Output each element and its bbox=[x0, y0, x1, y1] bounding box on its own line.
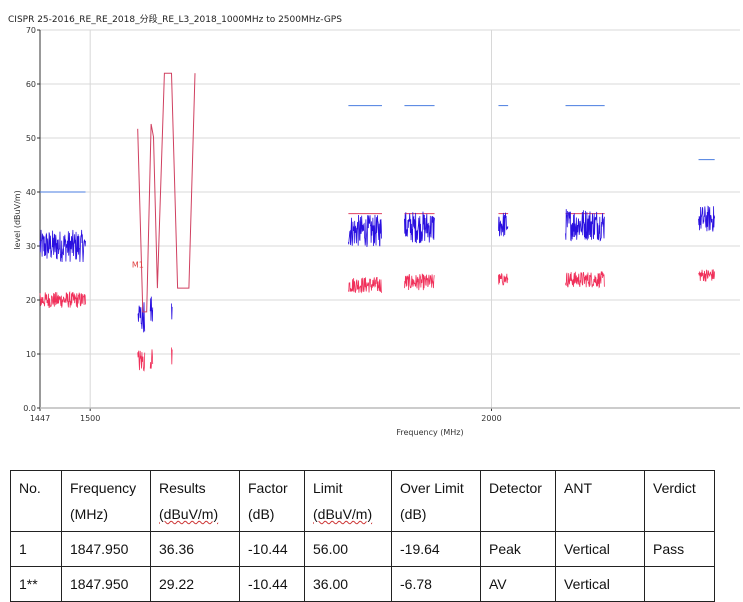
header-unit: (dBuV/m) bbox=[313, 506, 373, 522]
marker-label: M1 bbox=[132, 261, 144, 270]
y-tick-label: 20 bbox=[26, 296, 36, 305]
average-trace bbox=[565, 271, 605, 289]
table-header-row: No. Frequency (MHz) Results (dBuV/m) Facto… bbox=[10, 470, 715, 532]
cell-results: 29.22 bbox=[150, 566, 240, 602]
header-unit: (dB) bbox=[400, 506, 427, 522]
cell-factor: -10.44 bbox=[239, 531, 305, 567]
cell-over-limit: -6.78 bbox=[391, 566, 481, 602]
gps-average-trace bbox=[171, 347, 173, 365]
results-table: No. Frequency (MHz) Results (dBuV/m) Facto… bbox=[10, 470, 715, 602]
cell-limit: 36.00 bbox=[304, 566, 392, 602]
y-tick-label: 10 bbox=[26, 350, 36, 359]
gps-limit-mask bbox=[137, 72, 196, 313]
cell-factor: -10.44 bbox=[239, 566, 305, 602]
cell-results: 36.36 bbox=[150, 531, 240, 567]
average-trace bbox=[347, 276, 383, 294]
header-label: Limit bbox=[313, 480, 343, 496]
header-unit: (MHz) bbox=[70, 506, 109, 522]
chart-title: CISPR 25-2016_RE_RE_2018_分段_RE_L3_2018_1… bbox=[8, 15, 342, 25]
peak-trace bbox=[404, 211, 435, 244]
peak-trace bbox=[498, 212, 509, 237]
gps-average-trace bbox=[149, 349, 154, 369]
header-no: No. bbox=[10, 470, 62, 532]
header-unit: (dBuV/m) bbox=[159, 506, 219, 522]
gps-average-trace bbox=[137, 350, 146, 372]
y-tick-label: 50 bbox=[26, 134, 36, 143]
cell-over-limit: -19.64 bbox=[391, 531, 481, 567]
x-tick-label: 1500 bbox=[80, 414, 100, 423]
average-trace bbox=[404, 273, 435, 291]
header-label: Detector bbox=[489, 480, 542, 496]
y-tick-label: 0.0 bbox=[23, 404, 36, 413]
peak-trace bbox=[347, 214, 383, 247]
cell-no: 1 bbox=[10, 531, 62, 567]
x-tick-label: 2000 bbox=[481, 414, 501, 423]
peak-trace bbox=[698, 205, 716, 232]
gps-peak-trace bbox=[149, 296, 154, 322]
header-frequency: Frequency (MHz) bbox=[61, 470, 151, 532]
cell-frequency: 1847.950 bbox=[61, 566, 151, 602]
header-label: Results bbox=[159, 480, 206, 496]
header-label: ANT bbox=[564, 480, 592, 496]
cell-limit: 56.00 bbox=[304, 531, 392, 567]
header-unit: (dB) bbox=[248, 506, 275, 522]
cell-no: 1** bbox=[10, 566, 62, 602]
cell-verdict bbox=[644, 566, 715, 602]
cell-detector: Peak bbox=[480, 531, 556, 567]
y-axis-label: level (dBuV/m) bbox=[13, 190, 22, 249]
cell-frequency: 1847.950 bbox=[61, 531, 151, 567]
header-ant: ANT bbox=[555, 470, 645, 532]
header-verdict: Verdict bbox=[644, 470, 715, 532]
cell-verdict: Pass bbox=[644, 531, 715, 567]
header-label: Verdict bbox=[653, 480, 696, 496]
header-limit: Limit (dBuV/m) bbox=[304, 470, 392, 532]
cell-ant: Vertical bbox=[555, 566, 645, 602]
header-results: Results (dBuV/m) bbox=[150, 470, 240, 532]
gps-peak-trace bbox=[171, 303, 173, 320]
average-trace bbox=[498, 273, 509, 286]
y-tick-label: 30 bbox=[26, 242, 36, 251]
y-tick-label: 70 bbox=[26, 26, 36, 35]
x-tick-label: 1447 bbox=[30, 414, 50, 423]
y-tick-label: 40 bbox=[26, 188, 36, 197]
table-row: 1 1847.950 36.36 -10.44 56.00 -19.64 Pea… bbox=[10, 531, 715, 567]
y-tick-label: 60 bbox=[26, 80, 36, 89]
peak-trace bbox=[39, 229, 86, 263]
average-trace bbox=[39, 290, 86, 308]
header-factor: Factor (dB) bbox=[239, 470, 305, 532]
x-axis-label: Frequency (MHz) bbox=[396, 428, 463, 437]
cell-ant: Vertical bbox=[555, 531, 645, 567]
header-label: Factor bbox=[248, 480, 288, 496]
header-over-limit: Over Limit (dB) bbox=[391, 470, 481, 532]
emission-chart: 0.0 10 20 30 40 50 60 70 1447 1500 2000 Frequency (… bbox=[13, 26, 740, 437]
table-row: 1** 1847.950 29.22 -10.44 36.00 -6.78 AV… bbox=[10, 566, 715, 602]
gps-peak-trace bbox=[137, 302, 146, 333]
cell-detector: AV bbox=[480, 566, 556, 602]
header-label: No. bbox=[19, 480, 41, 496]
header-label: Over Limit bbox=[400, 480, 464, 496]
peak-trace bbox=[565, 209, 605, 242]
header-label: Frequency bbox=[70, 480, 137, 496]
average-trace bbox=[698, 269, 716, 282]
header-detector: Detector bbox=[480, 470, 556, 532]
